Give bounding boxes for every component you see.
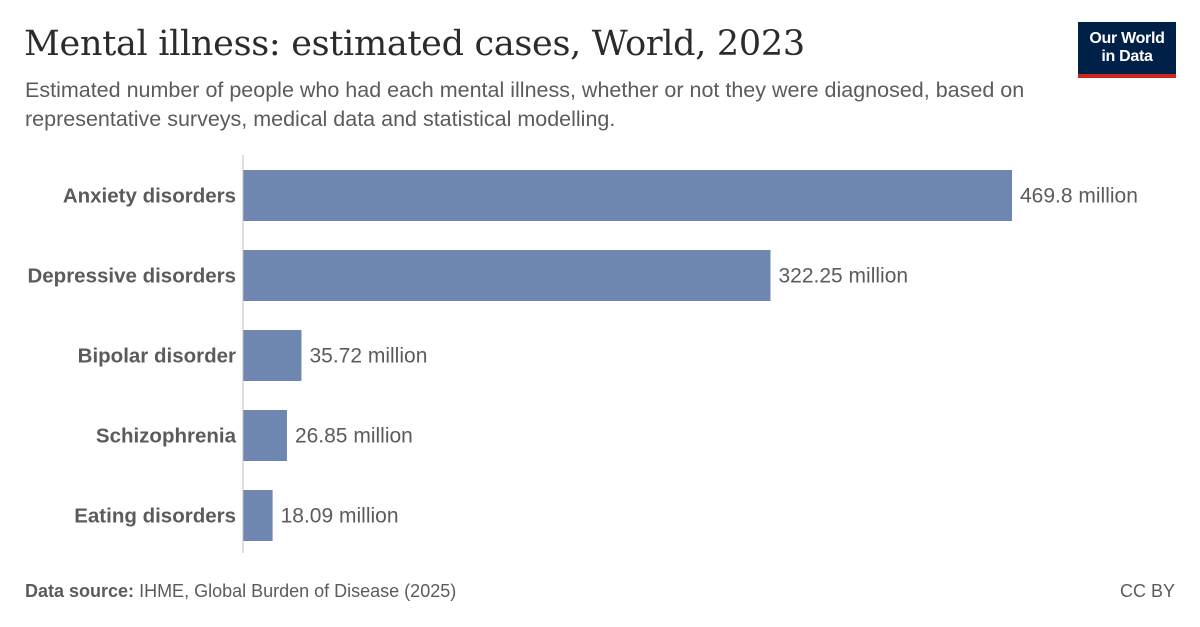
data-source-text: IHME, Global Burden of Disease (2025) [139, 581, 457, 601]
category-label: Schizophrenia [96, 425, 237, 448]
owid-logo[interactable]: Our World in Data [1078, 22, 1176, 78]
category-label: Eating disorders [74, 505, 236, 528]
bar-anxiety-disorders[interactable] [243, 170, 1012, 221]
value-label: 26.85 million [295, 425, 413, 448]
logo-line-1: Our World [1089, 30, 1165, 47]
category-label: Anxiety disorders [63, 185, 236, 208]
bar-depressive-disorders[interactable] [243, 250, 771, 301]
data-source-label: Data source: [25, 581, 135, 601]
logo-line-2: in Data [1101, 48, 1153, 65]
value-label: 35.72 million [309, 345, 427, 368]
category-label: Depressive disorders [27, 265, 236, 288]
bar-bipolar-disorder[interactable] [243, 330, 302, 381]
bar-eating-disorders[interactable] [243, 490, 273, 541]
category-label: Bipolar disorder [78, 345, 236, 368]
value-label: 469.8 million [1020, 185, 1138, 208]
value-label: 322.25 million [778, 265, 908, 288]
data-source: Data source: IHME, Global Burden of Dise… [25, 579, 456, 603]
value-label: 18.09 million [281, 505, 399, 528]
chart-title: Mental illness: estimated cases, World, … [24, 24, 805, 64]
license-link[interactable]: CC BY [1119, 581, 1175, 601]
bar-schizophrenia[interactable] [243, 410, 287, 461]
chart-subtitle: Estimated number of people who had each … [25, 78, 1025, 131]
